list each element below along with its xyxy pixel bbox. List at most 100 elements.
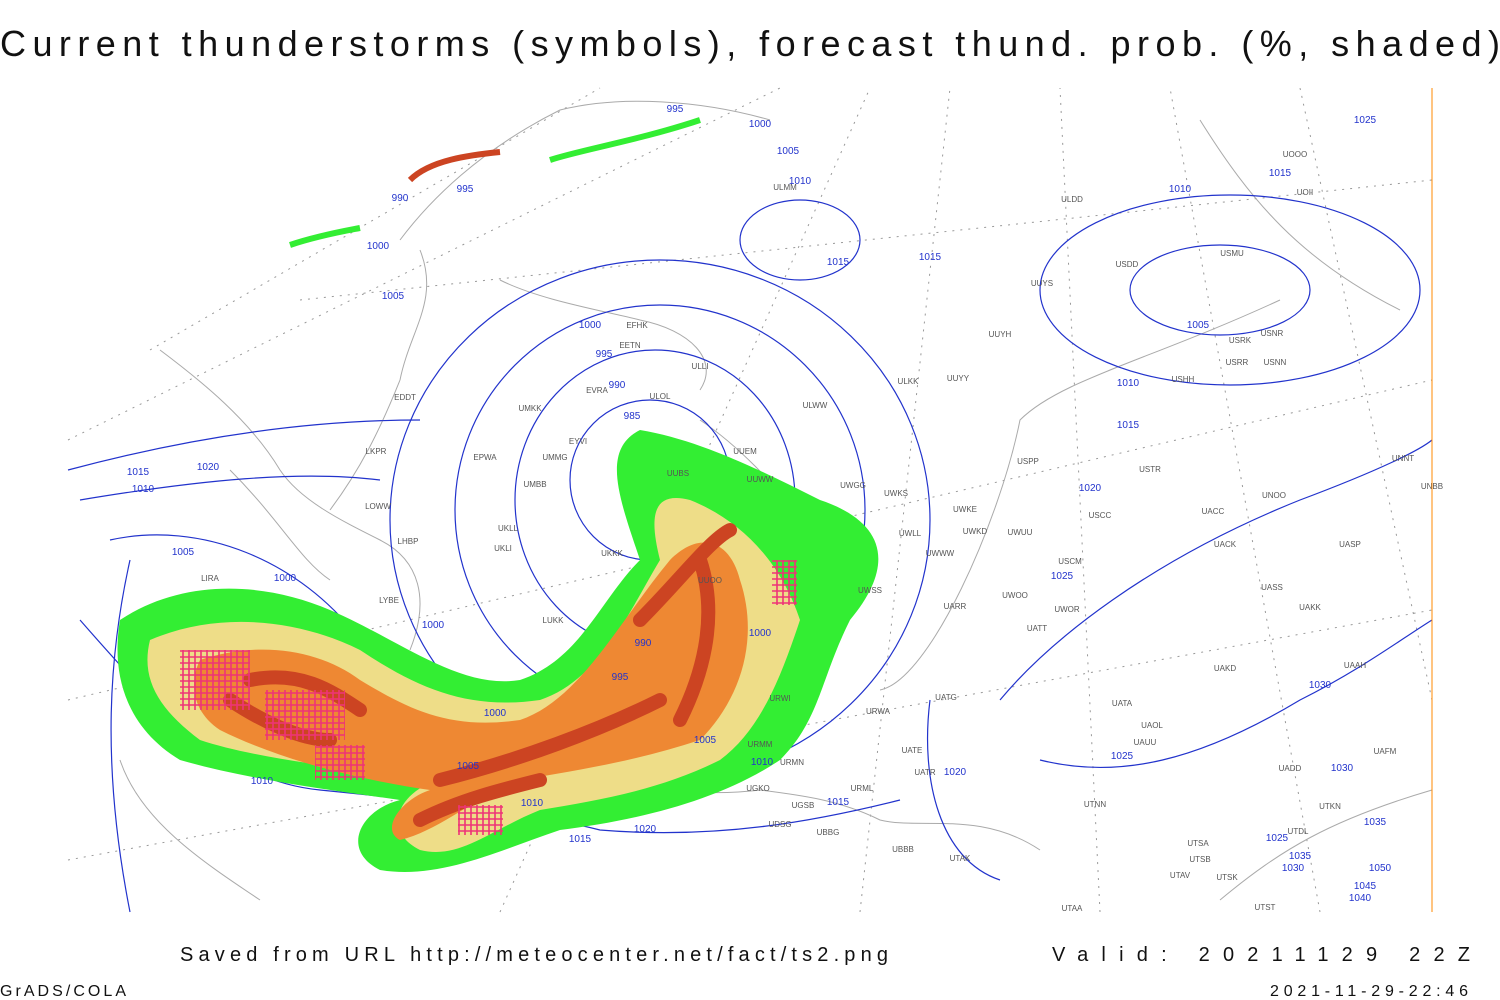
isobar-label: 1000 — [749, 119, 772, 130]
station-code: EPWA — [473, 453, 497, 462]
isobar-label: 1000 — [274, 573, 297, 584]
station-code: USTR — [1139, 465, 1161, 474]
isobar-label: 1005 — [777, 146, 800, 157]
isobar-label: 1025 — [1266, 833, 1289, 844]
station-code: USRK — [1229, 336, 1252, 345]
station-code: UNOO — [1262, 491, 1286, 500]
isobar-label: 1030 — [1282, 863, 1305, 874]
station-code: ULOL — [650, 392, 671, 401]
station-code: UAKK — [1299, 603, 1321, 612]
station-code: EFHK — [626, 321, 648, 330]
station-code: UWKS — [884, 489, 908, 498]
isobar-label: 1010 — [751, 757, 774, 768]
isobar-label: 1005 — [1187, 320, 1210, 331]
station-code: LKPR — [366, 447, 387, 456]
station-code: UTSK — [1216, 873, 1238, 882]
station-code: ULMM — [773, 183, 797, 192]
isobar-label: 1010 — [521, 798, 544, 809]
station-code: LUKK — [543, 616, 565, 625]
station-code: LIRA — [201, 574, 219, 583]
station-code: LHBP — [398, 537, 419, 546]
isobar-label: 1010 — [132, 484, 155, 495]
station-code: UBBG — [817, 828, 840, 837]
isobar-label: 1025 — [1111, 751, 1134, 762]
isobar-label: 990 — [392, 193, 409, 204]
station-code: UAAH — [1344, 661, 1366, 670]
thunderstorm-symbols — [180, 560, 797, 835]
station-code: UBBB — [892, 845, 914, 854]
station-code: UATT — [1027, 624, 1047, 633]
station-code: UWWW — [926, 549, 955, 558]
isobar-label: 990 — [609, 380, 626, 391]
station-code: UKLI — [494, 544, 512, 553]
station-code: ULLI — [692, 362, 709, 371]
isobar-label: 1005 — [457, 761, 480, 772]
station-code: ULKK — [898, 377, 920, 386]
station-code: USRR — [1226, 358, 1249, 367]
station-code: UWKD — [963, 527, 988, 536]
station-code: UATR — [914, 768, 935, 777]
isobar-label: 1010 — [251, 776, 274, 787]
station-code: UUYS — [1031, 279, 1053, 288]
station-code: UTSB — [1189, 855, 1210, 864]
isobar-label: 995 — [667, 104, 684, 115]
isobar-label: 1015 — [1269, 168, 1292, 179]
isobar-label: 1000 — [579, 320, 602, 331]
source-url: Saved from URL http://meteocenter.net/fa… — [180, 944, 888, 966]
isobar-label: 1040 — [1349, 893, 1372, 904]
station-code: UWOR — [1054, 605, 1080, 614]
isobar-label: 1000 — [749, 628, 772, 639]
isobar-label: 1010 — [789, 176, 812, 187]
station-code: UTKN — [1319, 802, 1341, 811]
valid-time: Valid: 20211129 22Z — [1052, 944, 1470, 966]
station-code: UUYH — [989, 330, 1012, 339]
isobar-label: 1020 — [944, 767, 967, 778]
station-code: EYVI — [569, 437, 587, 446]
isobar-label: 1005 — [382, 291, 405, 302]
isobar-label: 1020 — [634, 824, 657, 835]
station-code: UTST — [1255, 903, 1276, 912]
timestamp: 2021-11-29-22:46 — [1270, 983, 1468, 1000]
station-code: UUOO — [698, 576, 722, 585]
station-code: UACC — [1202, 507, 1225, 516]
station-code: UASS — [1261, 583, 1283, 592]
isobar-label: 995 — [612, 672, 629, 683]
station-code: UTSA — [1187, 839, 1209, 848]
station-code: UAOL — [1141, 721, 1163, 730]
station-code: UATA — [1112, 699, 1133, 708]
station-code: UTNN — [1084, 800, 1106, 809]
station-code: UKKK — [601, 549, 623, 558]
isobar-label: 1005 — [172, 547, 195, 558]
station-code: EETN — [619, 341, 641, 350]
station-code: UWUU — [1008, 528, 1033, 537]
station-code: USNR — [1261, 329, 1284, 338]
station-code: UOOO — [1283, 150, 1307, 159]
station-code: UMKK — [518, 404, 542, 413]
isobar-label: 1035 — [1364, 817, 1387, 828]
isobar-label: 1030 — [1309, 680, 1332, 691]
station-code: UAFM — [1374, 747, 1397, 756]
isobar-label: 1015 — [569, 834, 592, 845]
station-code: UNNT — [1392, 454, 1414, 463]
isobar-label: 1015 — [127, 467, 150, 478]
station-code: URMM — [748, 740, 773, 749]
isobar-label: 1020 — [197, 462, 220, 473]
station-code: USMU — [1220, 249, 1244, 258]
isobar-label: 1010 — [1117, 378, 1140, 389]
station-code: UOII — [1297, 188, 1313, 197]
isobar-label: 1000 — [422, 620, 445, 631]
station-code: UUEM — [733, 447, 757, 456]
isobar-label: 1015 — [827, 257, 850, 268]
isobar-label: 1030 — [1331, 763, 1354, 774]
isobar-label: 1020 — [1079, 483, 1102, 494]
station-code: UTAV — [1170, 871, 1191, 880]
station-code: UACK — [1214, 540, 1237, 549]
station-code: UASP — [1339, 540, 1361, 549]
station-code: USHH — [1172, 375, 1195, 384]
isobar-label: 1025 — [1354, 115, 1377, 126]
map-area: 995 1000 1005 1010 990 995 1000 1015 1015 1005 100… — [67, 87, 1443, 913]
isobar-label: 1015 — [827, 797, 850, 808]
station-code: URML — [851, 784, 874, 793]
station-code: UTAK — [950, 854, 971, 863]
station-code: UATG — [935, 693, 957, 702]
